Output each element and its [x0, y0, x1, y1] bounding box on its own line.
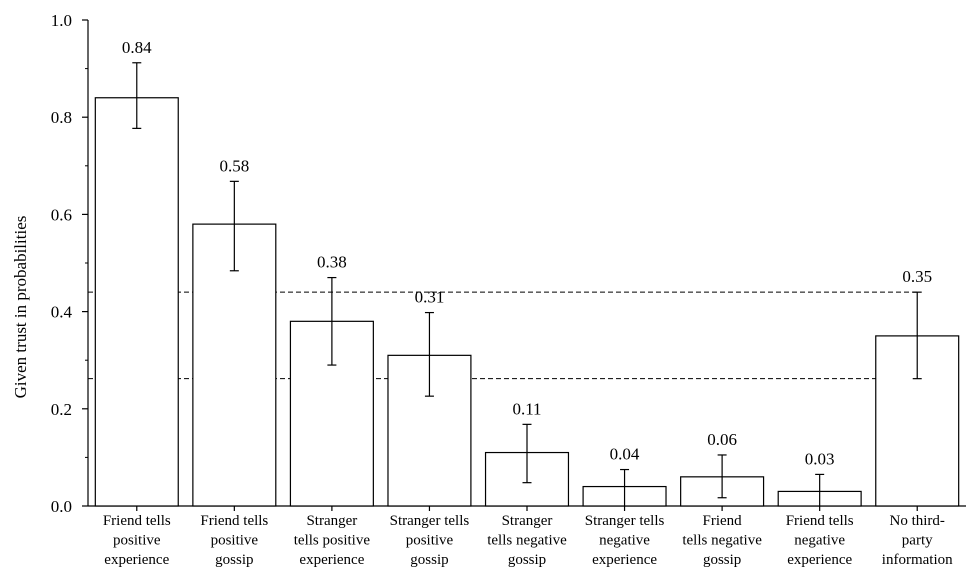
x-tick-label-line: experience — [787, 552, 852, 568]
x-tick-label: Friend tells positive gossip — [200, 513, 268, 568]
x-tick-label: Friend tells positive experience — [103, 513, 171, 568]
data-label: 0.04 — [610, 445, 640, 464]
x-tick-label: Friend tells negative experience — [786, 513, 854, 568]
data-label: 0.38 — [317, 253, 347, 272]
x-tick-label-line: Friend tells — [200, 513, 268, 529]
x-tick-label-line: Stranger — [502, 513, 553, 529]
x-tick-label-line: Friend tells — [103, 513, 171, 529]
x-tick-label: No third-party information — [882, 513, 953, 568]
x-tick-label-line: tells negative — [682, 533, 762, 549]
x-tick-label-line: experience — [299, 552, 364, 568]
x-tick-label-line: positive — [406, 533, 454, 549]
x-tick-label-line: tells negative — [487, 533, 567, 549]
x-tick-label-line: Stranger tells — [390, 513, 470, 529]
x-tick-label-line: experience — [592, 552, 657, 568]
x-tick-label-line: gossip — [215, 552, 253, 568]
bar — [94, 97, 179, 507]
x-tick-label-line: Stranger tells — [585, 513, 665, 529]
x-tick-label-line: gossip — [508, 552, 546, 568]
data-label: 0.11 — [512, 399, 541, 418]
x-tick-label: Stranger tells positive gossip — [390, 513, 470, 568]
x-tick-label: Stranger tells negative gossip — [487, 513, 567, 568]
y-tick-label: 0.2 — [51, 400, 72, 419]
data-label: 0.84 — [122, 38, 152, 57]
x-tick-label-line: gossip — [703, 552, 741, 568]
x-tick-label-line: Friend tells — [786, 513, 854, 529]
x-tick-label-line: positive — [211, 533, 259, 549]
x-tick-label-line: negative — [794, 533, 845, 549]
x-tick-label-line: tells positive — [294, 533, 371, 549]
y-tick-label: 0.4 — [51, 303, 73, 322]
y-tick-label: 0.8 — [51, 108, 72, 127]
x-tick-label: Friend tells negative gossip — [682, 513, 762, 568]
y-tick-label: 0.6 — [51, 205, 72, 224]
data-label: 0.06 — [707, 430, 737, 449]
x-tick-label: Stranger tells positive experience — [294, 513, 371, 568]
x-tick-label-line: No third- — [890, 513, 945, 529]
x-tick-label-line: negative — [599, 533, 650, 549]
y-axis-title: Given trust in probabilities — [11, 216, 30, 399]
y-tick-label: 1.0 — [51, 11, 72, 30]
data-label: 0.31 — [415, 288, 445, 307]
x-tick-label-line: positive — [113, 533, 161, 549]
data-label: 0.03 — [805, 449, 835, 468]
x-tick-label-line: gossip — [410, 552, 448, 568]
y-tick-label: 0.0 — [51, 497, 72, 516]
x-tick-label-line: information — [882, 552, 953, 568]
x-tick-label-line: Friend — [703, 513, 743, 529]
x-tick-label-line: Stranger — [306, 513, 357, 529]
data-label: 0.58 — [219, 156, 249, 175]
x-tick-label-line: experience — [104, 552, 169, 568]
x-tick-label-line: party — [902, 533, 933, 549]
data-label: 0.35 — [902, 267, 932, 286]
x-tick-label: Stranger tells negative experience — [585, 513, 665, 568]
